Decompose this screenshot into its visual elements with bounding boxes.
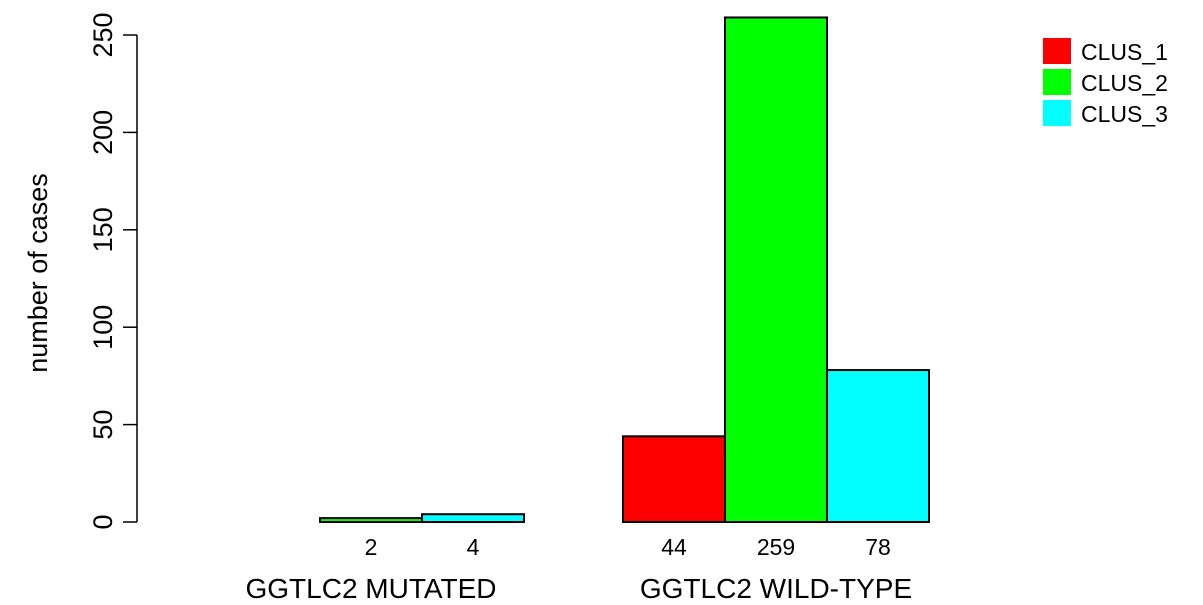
category-labels: GGTLC2 MUTATED GGTLC2 WILD-TYPE <box>246 573 913 604</box>
y-tick-label: 200 <box>88 110 118 155</box>
y-axis-label: number of cases <box>23 173 53 373</box>
bar-clus-3-group-1 <box>421 513 525 524</box>
bar-clus-1-group-2 <box>622 435 726 523</box>
category-label: GGTLC2 WILD-TYPE <box>640 573 912 604</box>
bar-value-label: 78 <box>865 534 891 560</box>
legend-swatch <box>1043 100 1071 126</box>
bar-value-label: 259 <box>757 534 795 560</box>
category-label: GGTLC2 MUTATED <box>246 573 497 604</box>
bar-clus-2-group-1 <box>319 517 423 524</box>
value-labels: 2 4 44 259 78 <box>365 534 891 560</box>
bar-clus-3-group-2 <box>826 369 930 523</box>
y-tick-label: 250 <box>88 12 118 57</box>
legend: CLUS_1 CLUS_2 CLUS_3 <box>1043 38 1168 127</box>
y-tick-label: 0 <box>88 514 118 529</box>
y-axis: 0 50 100 150 200 250 <box>88 12 138 530</box>
bar-value-label: 4 <box>467 534 480 560</box>
bar-value-label: 44 <box>661 534 687 560</box>
legend-label: CLUS_3 <box>1081 101 1168 127</box>
bar-clus-2-group-2 <box>724 16 828 524</box>
y-tick-label: 100 <box>88 305 118 350</box>
legend-swatch <box>1043 69 1071 95</box>
bars <box>319 16 930 524</box>
y-tick-label: 150 <box>88 207 118 252</box>
y-tick-label: 50 <box>88 410 118 440</box>
legend-swatch <box>1043 38 1071 64</box>
bar-value-label: 2 <box>365 534 378 560</box>
legend-label: CLUS_2 <box>1081 70 1168 96</box>
legend-label: CLUS_1 <box>1081 39 1168 65</box>
